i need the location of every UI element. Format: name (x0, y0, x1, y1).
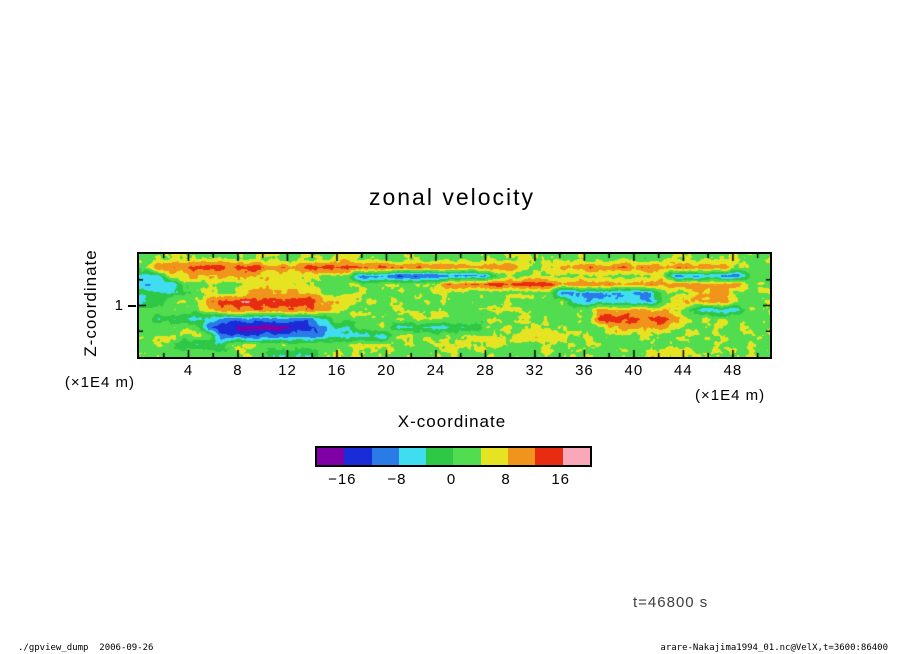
y-axis-unit: (×1E4 m) (64, 374, 135, 391)
colorbar-tick-label: −16 (328, 471, 357, 488)
x-tick-label: 12 (278, 362, 297, 379)
colorbar-segment (398, 448, 427, 465)
x-tick-label: 16 (327, 362, 347, 379)
plot-area (137, 252, 772, 359)
colorbar-tick-label: −8 (387, 471, 407, 488)
x-tick-label: 28 (476, 362, 495, 379)
x-tick-label: 32 (525, 362, 545, 379)
x-tick-label: 20 (377, 362, 396, 379)
x-tick-label: 4 (183, 362, 194, 379)
x-axis-unit: (×1E4 m) (695, 387, 766, 404)
heatmap-canvas (139, 254, 770, 357)
x-tick-label: 24 (426, 362, 446, 379)
time-annotation: t=46800 s (633, 594, 709, 611)
colorbar-segment (317, 448, 345, 465)
colorbar-segment (535, 448, 563, 465)
y-tick-mark (128, 304, 136, 307)
colorbar-segment (480, 448, 509, 465)
colorbar-segment (426, 448, 454, 465)
x-tick-label: 8 (233, 362, 243, 379)
colorbar-segment (562, 448, 590, 465)
colorbar-segment (453, 448, 481, 465)
y-tick-label: 1 (114, 296, 124, 314)
footer-source: arare-Nakajima1994_01.nc@VelX,t=3600:864… (660, 643, 888, 653)
colorbar-segment (344, 448, 372, 465)
colorbar-tick-label: 0 (446, 471, 457, 488)
x-tick-label: 48 (723, 362, 743, 379)
colorbar-tick-label: 16 (551, 471, 571, 488)
chart-title: zonal velocity (368, 184, 536, 210)
colorbar-segment (508, 448, 536, 465)
x-tick-label: 40 (624, 362, 644, 379)
x-tick-label: 36 (575, 362, 594, 379)
y-axis-label: Z-coordinate (81, 249, 100, 357)
colorbar-segment (371, 448, 399, 465)
colorbar-tick-label: 8 (501, 471, 511, 488)
x-axis-label: X-coordinate (397, 412, 507, 431)
x-tick-label: 44 (674, 362, 693, 379)
footer-command: ./gpview_dump 2006-09-26 (18, 643, 154, 653)
colorbar (315, 446, 592, 467)
